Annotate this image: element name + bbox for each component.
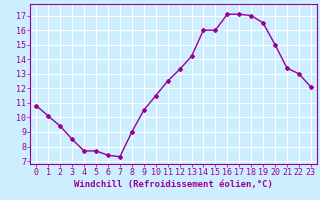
X-axis label: Windchill (Refroidissement éolien,°C): Windchill (Refroidissement éolien,°C) (74, 180, 273, 189)
